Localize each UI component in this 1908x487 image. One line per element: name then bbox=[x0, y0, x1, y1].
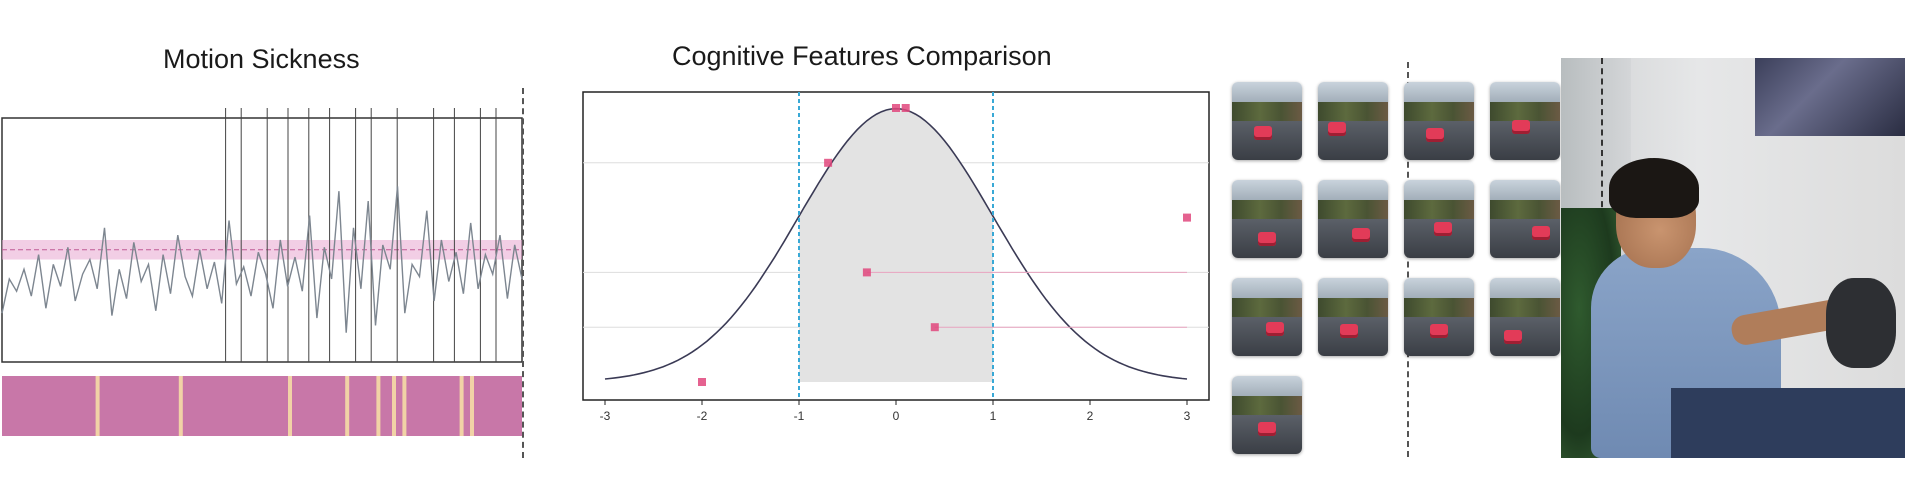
cf-data-point bbox=[698, 378, 706, 386]
panel-divider-right bbox=[1407, 62, 1409, 457]
cf-data-point bbox=[862, 268, 871, 277]
photo-person-hair bbox=[1609, 158, 1699, 218]
ms-event-stripe bbox=[376, 376, 381, 436]
photo-projection-screen bbox=[1755, 58, 1905, 136]
photo-cable bbox=[1601, 58, 1605, 248]
cf-xtick-label: -2 bbox=[697, 409, 708, 423]
red-car-icon bbox=[1504, 330, 1522, 344]
thumbnail-trees bbox=[1404, 102, 1474, 125]
thumbnail-trees bbox=[1232, 102, 1302, 125]
ms-event-stripe bbox=[470, 376, 474, 436]
thumbnail-trees bbox=[1490, 200, 1560, 223]
thumbnail-trees bbox=[1404, 298, 1474, 321]
red-car-icon bbox=[1258, 422, 1276, 436]
red-car-icon bbox=[1258, 232, 1276, 246]
thumbnail-trees bbox=[1404, 200, 1474, 223]
red-car-icon bbox=[1254, 126, 1272, 140]
thumbnail-trees bbox=[1318, 200, 1388, 223]
thumbnail-road bbox=[1490, 317, 1560, 356]
driving-scene-thumbnail bbox=[1490, 82, 1560, 160]
cf-xtick-label: -3 bbox=[600, 409, 611, 423]
thumbnail-trees bbox=[1490, 102, 1560, 125]
photo-person-jeans bbox=[1671, 388, 1905, 458]
photo-steering-wheel bbox=[1826, 278, 1896, 368]
ms-event-stripe bbox=[392, 376, 396, 436]
thumbnail-trees bbox=[1490, 298, 1560, 321]
thumbnail-trees bbox=[1232, 200, 1302, 223]
red-car-icon bbox=[1430, 324, 1448, 338]
thumbnail-trees bbox=[1232, 396, 1302, 419]
cf-xtick-label: 0 bbox=[893, 409, 900, 423]
motion-sickness-title: Motion Sickness bbox=[163, 44, 360, 74]
red-car-icon bbox=[1426, 128, 1444, 142]
cf-data-point bbox=[892, 104, 900, 112]
red-car-icon bbox=[1328, 122, 1346, 136]
ms-event-stripe bbox=[178, 376, 183, 436]
driving-scene-thumbnail bbox=[1404, 180, 1474, 258]
ms-event-stripe bbox=[459, 376, 464, 436]
cf-data-point bbox=[930, 323, 939, 332]
cf-data-point bbox=[901, 104, 910, 112]
driving-scene-thumbnail bbox=[1404, 278, 1474, 356]
cf-xtick-label: 3 bbox=[1184, 409, 1191, 423]
cognitive-features-title: Cognitive Features Comparison bbox=[672, 41, 1052, 71]
driving-scene-thumbnail bbox=[1490, 180, 1560, 258]
driving-scene-thumbnails bbox=[1228, 52, 1568, 472]
driving-scene-thumbnail bbox=[1232, 82, 1302, 160]
cf-xtick-label: 1 bbox=[990, 409, 997, 423]
driving-scene-thumbnail bbox=[1318, 82, 1388, 160]
motion-sickness-panel bbox=[0, 96, 524, 476]
cognitive-features-chart: -3 -2 -1 0 1 2 3 bbox=[582, 91, 1210, 423]
participant-driving-photo bbox=[1561, 58, 1905, 458]
red-car-icon bbox=[1434, 222, 1452, 236]
red-car-icon bbox=[1352, 228, 1370, 242]
driving-scene-thumbnail bbox=[1318, 180, 1388, 258]
driving-scene-thumbnail bbox=[1404, 82, 1474, 160]
red-car-icon bbox=[1512, 120, 1530, 134]
red-car-icon bbox=[1266, 322, 1284, 336]
driving-scene-thumbnail bbox=[1232, 278, 1302, 356]
ms-event-stripe bbox=[345, 376, 350, 436]
thumbnail-trees bbox=[1318, 298, 1388, 321]
cf-data-point bbox=[824, 158, 833, 167]
thumbnail-trees bbox=[1318, 102, 1388, 125]
ms-event-strip bbox=[2, 376, 522, 436]
red-car-icon bbox=[1340, 324, 1358, 338]
motion-sickness-plot bbox=[1, 108, 523, 436]
driving-scene-thumbnail bbox=[1490, 278, 1560, 356]
cf-xtick-label: -1 bbox=[794, 409, 805, 423]
ms-event-stripe bbox=[95, 376, 100, 436]
ms-event-stripe bbox=[288, 376, 292, 436]
cf-data-point bbox=[1183, 213, 1191, 222]
cf-xtick-label: 2 bbox=[1087, 409, 1094, 423]
cf-shaded-region bbox=[799, 108, 993, 382]
driving-scene-thumbnail bbox=[1318, 278, 1388, 356]
driving-scene-thumbnail bbox=[1232, 376, 1302, 454]
driving-scene-thumbnail bbox=[1232, 180, 1302, 258]
thumbnail-trees bbox=[1232, 298, 1302, 321]
ms-signal-line bbox=[1, 186, 523, 333]
red-car-icon bbox=[1532, 226, 1550, 240]
ms-event-stripe bbox=[402, 376, 407, 436]
panel-divider-left bbox=[522, 88, 524, 458]
